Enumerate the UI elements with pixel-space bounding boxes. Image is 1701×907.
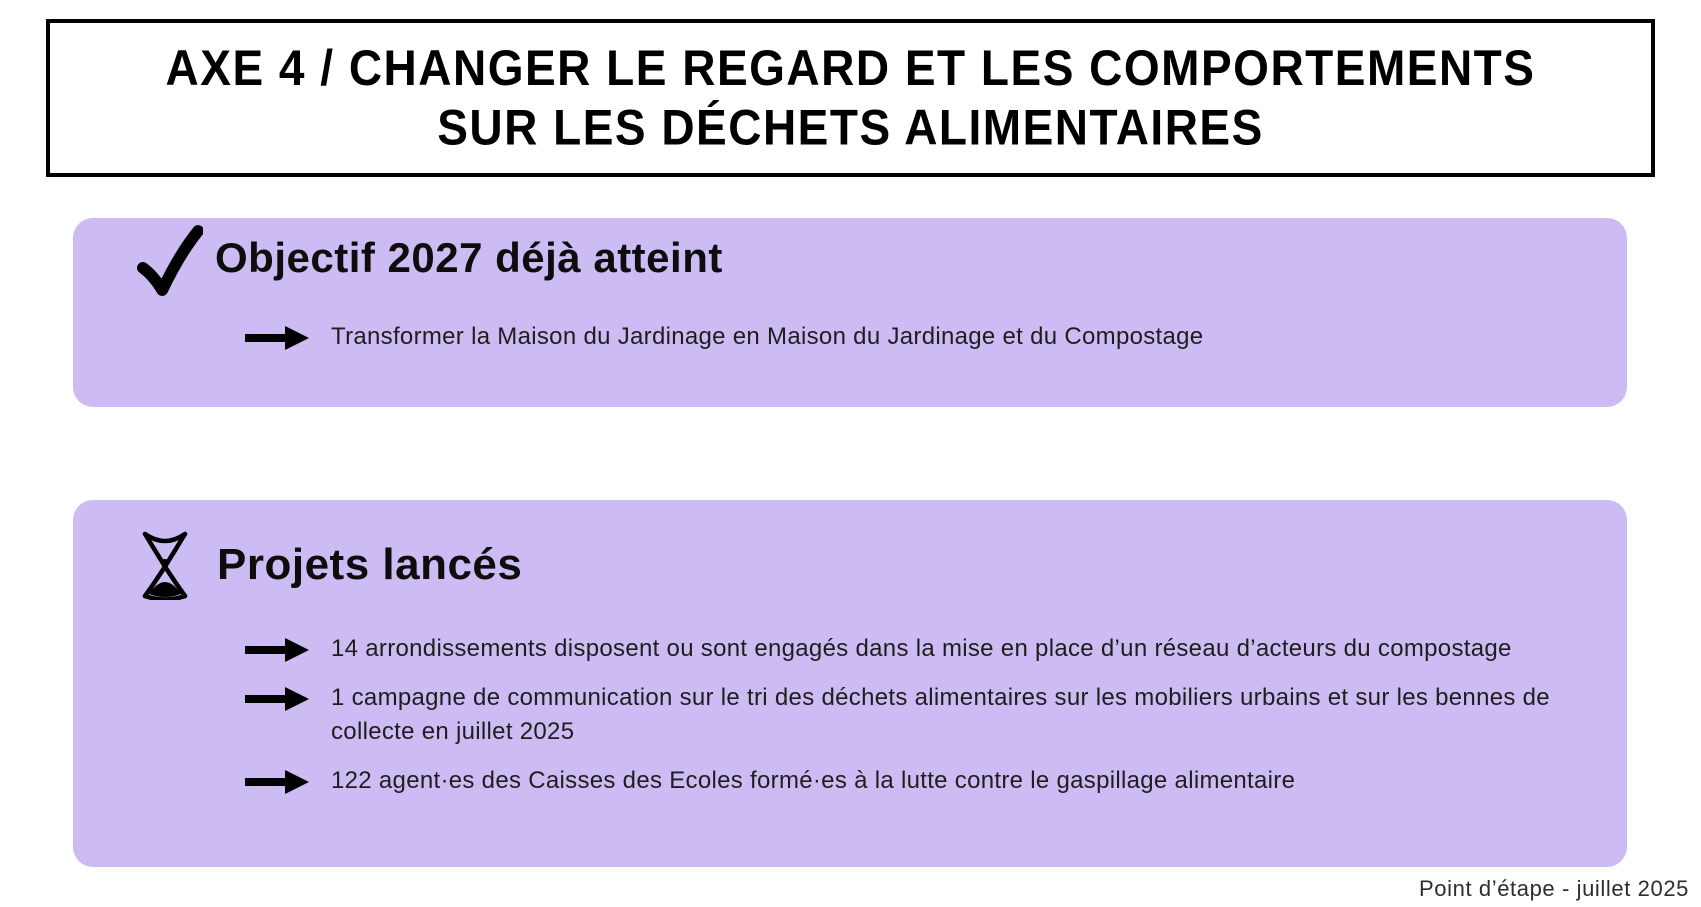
arrow-icon — [245, 323, 311, 353]
section-projets-header: Projets lancés — [141, 530, 522, 600]
hourglass-icon — [141, 530, 189, 600]
title-box: AXE 4 / CHANGER LE REGARD ET LES COMPORT… — [46, 19, 1655, 177]
page-title-line-2: SUR LES DÉCHETS ALIMENTAIRES — [437, 99, 1264, 156]
section-objectif-2027: Objectif 2027 déjà atteint Transformer l… — [73, 218, 1627, 407]
footer: Point d’étape - juillet 2025 — [1419, 876, 1689, 902]
bullet-text: Transformer la Maison du Jardinage en Ma… — [331, 323, 1204, 350]
section-heading-projets: Projets lancés — [217, 540, 523, 589]
footer-note: Point d’étape - juillet 2025 — [1419, 876, 1689, 901]
bullet-text: 14 arrondissements disposent ou sont eng… — [331, 635, 1512, 662]
bullet-text: 122 agent·es des Caisses des Ecoles form… — [331, 767, 1296, 794]
arrow-icon — [245, 767, 311, 797]
section-projets-lances: Projets lancés 14 arrondissements dispos… — [73, 500, 1627, 867]
check-icon — [137, 224, 203, 300]
projets-bullet-list: 14 arrondissements disposent ou sont eng… — [245, 632, 1576, 798]
list-item: Transformer la Maison du Jardinage en Ma… — [245, 320, 1203, 354]
arrow-icon — [245, 684, 311, 714]
list-item: 14 arrondissements disposent ou sont eng… — [245, 632, 1576, 666]
page-title: AXE 4 / CHANGER LE REGARD ET LES COMPORT… — [166, 39, 1536, 158]
bullet-text: 1 campagne de communication sur le tri d… — [331, 684, 1550, 745]
list-item: 122 agent·es des Caisses des Ecoles form… — [245, 764, 1576, 798]
arrow-icon — [245, 635, 311, 665]
list-item: 1 campagne de communication sur le tri d… — [245, 681, 1576, 749]
objectif-bullet-list: Transformer la Maison du Jardinage en Ma… — [245, 320, 1203, 354]
page-title-line-1: AXE 4 / CHANGER LE REGARD ET LES COMPORT… — [165, 39, 1536, 96]
section-heading-objectif: Objectif 2027 déjà atteint — [215, 234, 723, 281]
section-objectif-header: Objectif 2027 déjà atteint — [137, 224, 723, 300]
